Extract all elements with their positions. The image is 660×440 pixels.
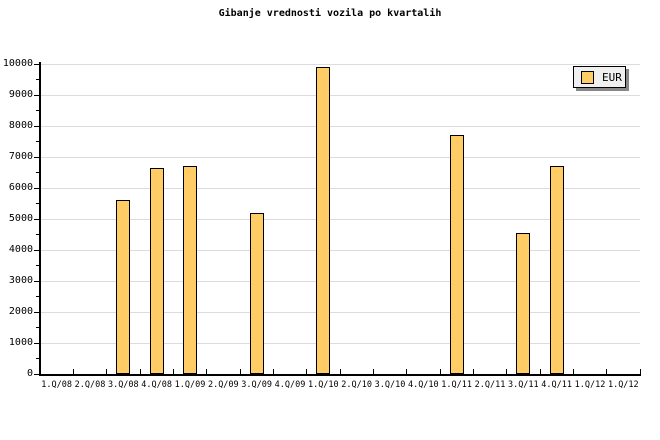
x-tick-label: 4.Q/11 [541,380,573,390]
x-axis-line [39,374,641,376]
bar [116,200,131,374]
y-tick-label: 7000 [8,151,33,162]
x-tick [372,369,374,374]
bar [449,135,464,374]
y-tick-label: 2000 [8,306,33,317]
y-minor-tick [36,234,40,235]
bar [149,167,164,374]
y-minor-tick [36,141,40,142]
y-gridline [40,94,640,96]
legend-label: EUR [602,70,622,84]
y-major-tick [34,373,40,375]
x-tick [339,369,341,374]
y-major-tick [34,187,40,189]
y-gridline [40,311,640,313]
legend: EUR [573,66,626,88]
x-tick [539,369,541,374]
x-tick-label: 2.Q/09 [207,380,239,390]
y-major-tick [34,249,40,251]
y-major-tick [34,342,40,344]
y-gridline [40,63,640,65]
y-gridline [40,125,640,127]
x-tick-label: 1.Q/08 [41,380,73,390]
x-tick [139,369,141,374]
y-tick-label: 4000 [8,244,33,255]
x-tick [606,369,608,374]
x-tick [506,369,508,374]
x-tick [406,369,408,374]
x-tick [106,369,108,374]
x-tick [439,369,441,374]
x-tick-label: 4.Q/08 [141,380,173,390]
x-tick-label: 3.Q/08 [107,380,139,390]
y-minor-tick [36,327,40,328]
y-minor-tick [36,358,40,359]
x-tick-label: 1.Q/12 [574,380,606,390]
x-tick-label: 1.Q/10 [307,380,339,390]
bar [316,67,331,374]
x-tick [206,369,208,374]
legend-swatch [581,70,594,84]
x-tick-label: 2.Q/10 [341,380,373,390]
bar [549,166,564,374]
x-tick-label: 2.Q/08 [74,380,106,390]
bar [249,212,264,374]
x-tick [572,369,574,374]
x-tick [239,369,241,374]
y-tick-label: 1000 [8,337,33,348]
x-tick [172,369,174,374]
bar [516,232,531,374]
y-major-tick [34,311,40,313]
chart-title: Gibanje vrednosti vozila po kvartalih [218,8,442,19]
y-minor-tick [36,172,40,173]
y-major-tick [34,63,40,65]
y-tick-label: 3000 [8,275,33,286]
y-minor-tick [36,296,40,297]
x-tick [72,369,74,374]
x-tick [272,369,274,374]
bar [183,166,197,374]
y-gridline [40,187,640,189]
y-tick-label: 9000 [8,89,33,100]
y-gridline [40,342,640,344]
y-tick-label: 8000 [8,120,33,131]
y-tick-label: 6000 [8,182,33,193]
y-minor-tick [36,265,40,266]
x-tick-label: 1.Q/11 [441,380,473,390]
y-major-tick [34,156,40,158]
x-tick-label: 4.Q/10 [407,380,439,390]
y-minor-tick [36,110,40,111]
y-tick-label: 10000 [2,58,33,69]
x-tick [39,369,41,374]
y-tick-label: 0 [26,368,33,379]
y-minor-tick [36,79,40,80]
x-tick-label: 4.Q/09 [274,380,306,390]
x-tick-label: 1.Q/09 [174,380,206,390]
y-minor-tick [36,203,40,204]
y-gridline [40,280,640,282]
y-major-tick [34,125,40,127]
x-tick [639,369,641,374]
y-major-tick [34,218,40,220]
y-major-tick [34,280,40,282]
x-tick-label: 3.Q/09 [241,380,273,390]
x-tick-label: 2.Q/11 [474,380,506,390]
x-tick [306,369,308,374]
x-tick-label: 3.Q/10 [374,380,406,390]
y-major-tick [34,94,40,96]
x-tick [472,369,474,374]
y-gridline [40,249,640,251]
y-gridline [40,156,640,158]
x-tick-label: 3.Q/11 [507,380,539,390]
y-tick-label: 5000 [8,213,33,224]
x-tick-label: 1.Q/12 [607,380,639,390]
y-gridline [40,218,640,220]
y-axis-line [39,62,41,376]
